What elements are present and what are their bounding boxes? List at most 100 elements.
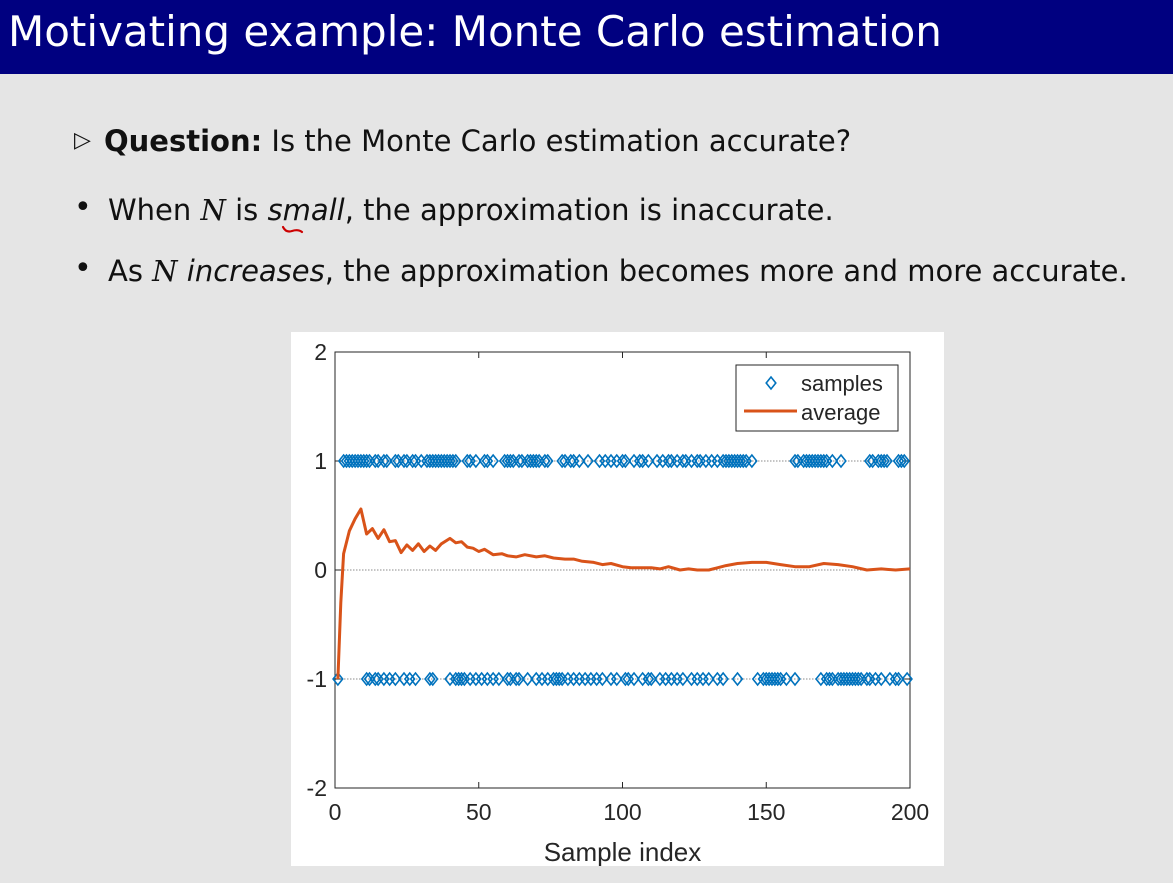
y-tick-label: 2 (314, 339, 327, 365)
sample-point (826, 453, 839, 469)
sample-point (521, 671, 534, 687)
x-axis-label: Sample index (544, 837, 702, 866)
sample-point (642, 671, 655, 687)
sample-point (556, 453, 568, 469)
sample-point (628, 671, 640, 687)
sample-point (360, 671, 373, 687)
sample-point (461, 453, 474, 469)
sample-point (389, 453, 402, 469)
sample-point (619, 453, 632, 469)
sample-point (737, 453, 750, 469)
bullet-increases-mid (178, 254, 187, 288)
sample-point (582, 453, 594, 469)
title-bar: Motivating example: Monte Carlo estimati… (0, 0, 1173, 74)
sample-point (691, 453, 704, 469)
handwritten-underline-icon (281, 225, 304, 234)
sample-point (642, 453, 655, 469)
sample-point (835, 453, 847, 469)
sample-point (861, 671, 873, 687)
sample-point (677, 671, 689, 687)
sample-point (426, 671, 439, 687)
sample-point (746, 453, 758, 469)
question-label: Question: (104, 124, 263, 158)
sample-point (889, 671, 902, 687)
sample-point (881, 453, 893, 469)
y-tick-label: 1 (314, 448, 327, 474)
sample-point (895, 453, 908, 469)
sample-point (539, 453, 551, 469)
sample-point (487, 453, 499, 469)
monte-carlo-chart: 0 50 100 150 200 -2 -1 0 1 2 Sample index samples av… (307, 339, 930, 866)
x-tick-label: 100 (603, 799, 641, 825)
sample-point (378, 453, 390, 469)
x-tick-label: 150 (747, 799, 785, 825)
sample-point (878, 453, 890, 469)
sample-point (455, 671, 468, 687)
legend-samples-label: samples (801, 371, 883, 396)
sample-point (447, 453, 459, 469)
sample-point (875, 671, 888, 687)
legend-average-label: average (801, 400, 881, 425)
emphasis-increases: increases (186, 254, 325, 288)
sample-point (898, 453, 911, 469)
sample-point (852, 671, 865, 687)
sample-point (513, 671, 525, 687)
sample-point (380, 453, 393, 469)
sample-point (780, 671, 793, 687)
sample-point (510, 671, 522, 687)
sample-point (892, 671, 905, 687)
bullet-icon: • (74, 251, 92, 286)
bullet-increases-post: , the approximation becomes more and mor… (324, 254, 1128, 288)
sample-point (616, 453, 629, 469)
sample-point (771, 671, 784, 687)
bullet-small-post: , the approximation is inaccurate. (344, 193, 834, 227)
math-n: N (152, 254, 178, 288)
sample-point (332, 671, 344, 687)
sample-point (573, 453, 586, 469)
question-text: Is the Monte Carlo estimation accurate? (262, 124, 852, 158)
sample-point (369, 453, 382, 469)
sample-point (493, 671, 505, 687)
y-tick-label: -1 (307, 666, 327, 692)
sample-point (513, 453, 525, 469)
sample-point (406, 453, 419, 469)
sample-point (360, 453, 373, 469)
math-n: N (200, 193, 226, 227)
average-line (336, 507, 911, 680)
bullet-increases-pre: As (108, 254, 153, 288)
sample-point (564, 453, 577, 469)
sample-point (823, 671, 836, 687)
legend-box (735, 364, 899, 432)
legend-samples-marker (765, 375, 777, 391)
sample-point (662, 453, 675, 469)
sample-point (901, 671, 913, 687)
sample-point (789, 453, 801, 469)
sample-point (409, 671, 422, 687)
sample-point (717, 671, 729, 687)
sample-point (504, 453, 517, 469)
question-line: Question: Is the Monte Carlo estimation … (104, 123, 851, 159)
slide-title: Motivating example: Monte Carlo estimati… (8, 7, 942, 56)
sample-point (398, 453, 410, 469)
sample-point (449, 453, 462, 469)
emphasis-small: small (267, 193, 345, 227)
x-tick-label: 200 (891, 799, 929, 825)
bullet-increases-line: As N increases, the approximation become… (108, 253, 1128, 289)
sample-point (789, 671, 801, 687)
triangle-marker-icon: ▷ (74, 128, 91, 153)
sample-point (610, 671, 623, 687)
y-tick-label: 0 (314, 557, 327, 583)
sample-point (369, 671, 382, 687)
sample-point (596, 671, 609, 687)
sample-point (817, 453, 830, 469)
sample-point (541, 453, 554, 469)
sample-point (702, 671, 715, 687)
sample-point (501, 671, 514, 687)
sample-point (633, 453, 646, 469)
x-tick-label: 0 (329, 799, 342, 825)
y-tick-label: -2 (307, 775, 327, 801)
sample-point (478, 453, 491, 469)
sample-point (619, 671, 632, 687)
bullet-icon: • (74, 190, 92, 225)
sample-point (470, 453, 482, 469)
